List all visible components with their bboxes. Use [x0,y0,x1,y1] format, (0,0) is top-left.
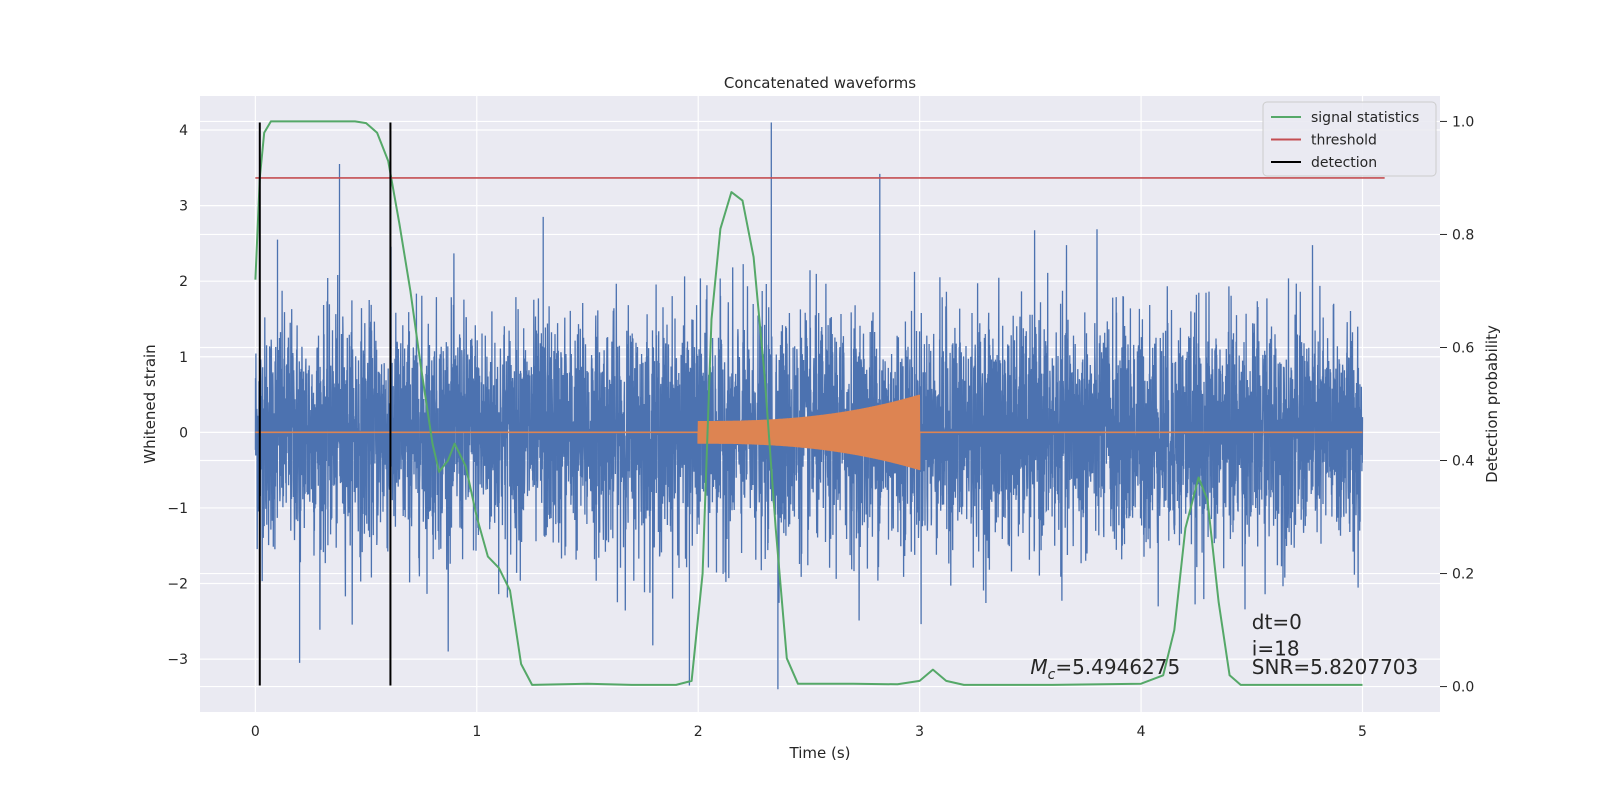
y-right-tick-label: 0.4 [1452,454,1474,470]
x-axis-label: Time (s) [789,744,851,762]
y-right-tick-label: 0.0 [1452,680,1474,696]
y-tick-label: −1 [167,501,188,517]
y-tick-label: 2 [179,274,188,290]
y-tick-label: −3 [167,652,188,668]
y-right-tick-label: 0.6 [1452,340,1474,356]
legend-box [1262,101,1437,177]
annotation-text: i=18 [1252,636,1300,660]
x-tick-label: 2 [694,724,703,740]
x-tick-label: 1 [472,724,481,740]
series-injected-waveform [255,394,1363,471]
x-tick-label: 4 [1137,724,1146,740]
series-signal-statistics [254,120,1363,686]
y-axis-left: −3 −2 −1 0 1 2 3 4 [167,123,188,668]
y-right-tick-label: 0.2 [1452,567,1474,583]
y-axis-label: Whitened strain [141,344,159,463]
legend-label: signal statistics [1311,110,1419,126]
annotation-chirp-mass: Mc=5.4946275 [1030,655,1180,683]
y-tick-label: −2 [167,577,188,593]
annotation-text: SNR=5.8207703 [1252,655,1418,679]
annotation-text: dt=0 [1252,610,1302,634]
y-right-tick-label: 1.0 [1452,114,1474,130]
y-tick-label: 3 [179,199,188,215]
y-tick-label: 0 [179,425,188,441]
x-tick-label: 5 [1358,724,1367,740]
legend: signal statistics threshold detection [1262,101,1437,177]
chart-title: Concatenated waveforms [724,74,916,92]
x-tick-label: 3 [915,724,924,740]
x-axis: 0 1 2 3 4 5 [251,724,1367,740]
x-tick-label: 0 [251,724,260,740]
legend-label: detection [1311,155,1377,171]
series-layer [254,120,1385,690]
y-axis-right: 0.0 0.2 0.4 0.6 0.8 1.0 [1440,114,1474,696]
y-right-tick-label: 0.8 [1452,227,1474,243]
y-axis-right-label: Detection probability [1483,325,1501,483]
y-tick-label: 1 [179,350,188,366]
y-tick-label: 4 [179,123,188,139]
legend-label: threshold [1311,133,1377,149]
